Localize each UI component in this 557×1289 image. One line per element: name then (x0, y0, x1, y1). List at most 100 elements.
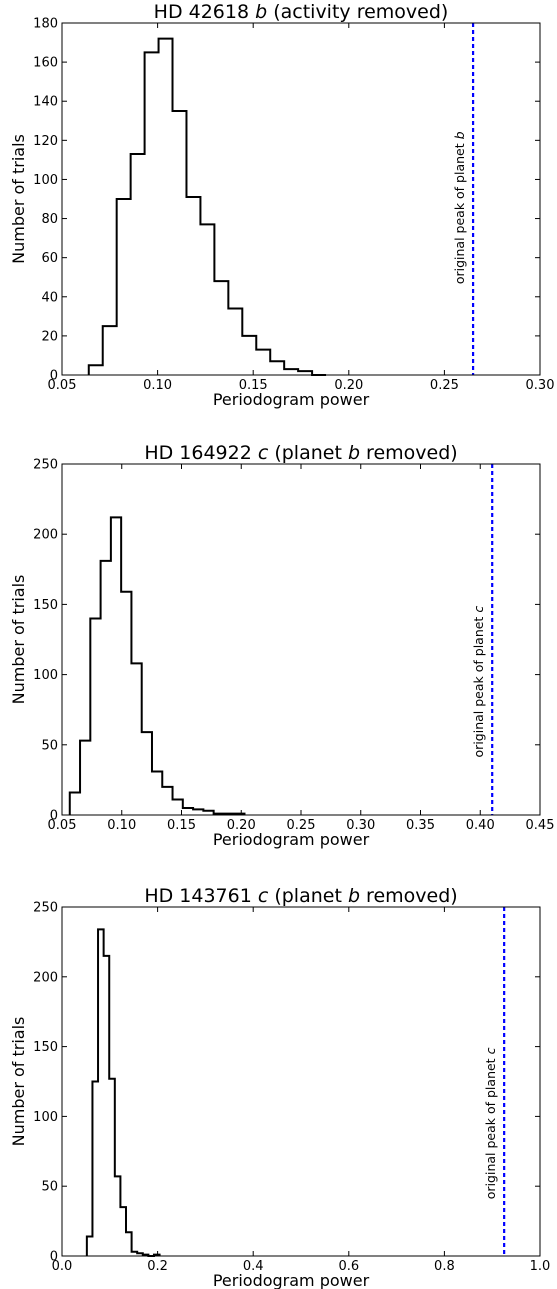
histogram-bin (131, 663, 141, 815)
histogram-bin (89, 365, 103, 375)
x-tick-label: 0.4 (243, 1259, 264, 1274)
y-tick-label: 250 (33, 458, 58, 473)
x-tick-label: 0.05 (48, 378, 77, 393)
y-axis-label: Number of trials (9, 1017, 28, 1147)
chart-panel-3: HD 143761 c (planet b removed) original p… (9, 885, 550, 1289)
chart-panel-2: HD 164922 c (planet b removed) original p… (9, 442, 554, 849)
histogram-bin (132, 1252, 138, 1256)
x-axis-label: Periodogram power (213, 1271, 370, 1289)
histogram-bin (103, 326, 117, 375)
x-tick-label: 0.40 (466, 818, 495, 833)
x-tick-label: 0.35 (406, 818, 435, 833)
y-tick-label: 150 (33, 1040, 58, 1055)
histogram-bin (193, 809, 203, 815)
x-tick-label: 0.20 (227, 818, 256, 833)
histogram-bin (98, 929, 104, 1256)
reference-line-label: original peak of planet c (483, 1047, 498, 1199)
histogram-bin (183, 808, 193, 815)
y-tick-label: 120 (33, 134, 58, 149)
x-tick-label: 0.10 (107, 818, 136, 833)
y-tick-label: 200 (33, 970, 58, 985)
histogram-bin (284, 369, 298, 375)
y-tick-label: 150 (33, 598, 58, 613)
histogram-outline (85, 928, 161, 1257)
text-part: c (483, 1047, 498, 1054)
histogram-bin (186, 197, 200, 375)
text-part: b (348, 442, 360, 464)
x-tick-label: 0.45 (526, 818, 555, 833)
histogram-bin (162, 787, 172, 815)
x-tick-label: 0.05 (48, 818, 77, 833)
histogram-bin (111, 517, 121, 815)
x-tick-label: 0.2 (147, 1259, 168, 1274)
text-part: original peak of planet (452, 139, 467, 284)
y-tick-label: 50 (41, 1180, 58, 1195)
y-tick-label: 20 (41, 329, 58, 344)
histogram-bin (80, 741, 90, 815)
y-tick-label: 0 (50, 369, 58, 384)
histogram-bin (115, 1176, 121, 1256)
text-part: HD 143761 (144, 885, 258, 907)
histogram-bin (298, 371, 312, 375)
y-tick-label: 100 (33, 1110, 58, 1125)
x-tick-label: 0.15 (167, 818, 196, 833)
histogram-bin (173, 111, 187, 375)
x-axis-label: Periodogram power (213, 830, 370, 849)
x-tick-label: 0.10 (143, 378, 172, 393)
histogram-bin (242, 336, 256, 375)
histogram-bin (87, 1236, 93, 1256)
histogram-bin (159, 39, 173, 375)
text-part: b (348, 885, 360, 907)
histogram-bin (203, 811, 213, 815)
histogram-bin (200, 224, 214, 375)
histogram-bin (126, 1232, 132, 1256)
histogram-bin (120, 1207, 126, 1256)
histogram-bin (104, 956, 110, 1256)
histogram-bin (142, 732, 152, 815)
histogram-bin (70, 793, 80, 815)
y-tick-label: 180 (33, 17, 58, 32)
x-tick-label: 0.8 (434, 1259, 455, 1274)
y-tick-label: 0 (50, 1250, 58, 1265)
text-part: (planet (268, 442, 348, 464)
y-tick-label: 60 (41, 251, 58, 266)
text-part: HD 42618 (154, 1, 255, 23)
x-tick-label: 0.15 (239, 378, 268, 393)
reference-line-label: original peak of planet c (471, 606, 486, 758)
text-part: removed) (360, 442, 458, 464)
x-tick-label: 0.20 (334, 378, 363, 393)
x-tick-label: 0.0 (52, 1259, 73, 1274)
x-tick-label: 0.6 (338, 1259, 359, 1274)
text-part: original peak of planet (483, 1054, 498, 1199)
histogram-bin (270, 361, 284, 375)
chart-title: HD 164922 c (planet b removed) (144, 442, 457, 464)
histogram-outline (87, 37, 327, 376)
y-tick-label: 200 (33, 528, 58, 543)
y-tick-label: 40 (41, 290, 58, 305)
histogram-bin (256, 350, 270, 375)
text-part: b (255, 1, 267, 23)
plot-frame (61, 22, 541, 376)
y-tick-label: 140 (33, 95, 58, 110)
text-part: b (452, 131, 467, 139)
text-part: c (258, 442, 269, 464)
chart-title: HD 42618 b (activity removed) (154, 1, 449, 23)
reference-line-label: original peak of planet b (452, 131, 467, 284)
x-axis-label: Periodogram power (213, 390, 370, 409)
text-part: c (258, 885, 269, 907)
histogram-bin (145, 52, 159, 375)
histogram-bin (117, 199, 131, 375)
y-tick-label: 160 (33, 56, 58, 71)
text-part: c (471, 606, 486, 613)
x-tick-label: 0.30 (346, 818, 375, 833)
y-tick-label: 250 (33, 901, 58, 916)
y-tick-label: 0 (50, 809, 58, 824)
histogram-bin (131, 154, 145, 375)
y-tick-label: 100 (33, 173, 58, 188)
histogram-bin (152, 771, 162, 815)
text-part: removed) (360, 885, 458, 907)
histogram-bin (109, 1079, 115, 1256)
x-tick-label: 1.0 (530, 1259, 551, 1274)
text-part: HD 164922 (144, 442, 258, 464)
histogram-outline (68, 516, 246, 815)
